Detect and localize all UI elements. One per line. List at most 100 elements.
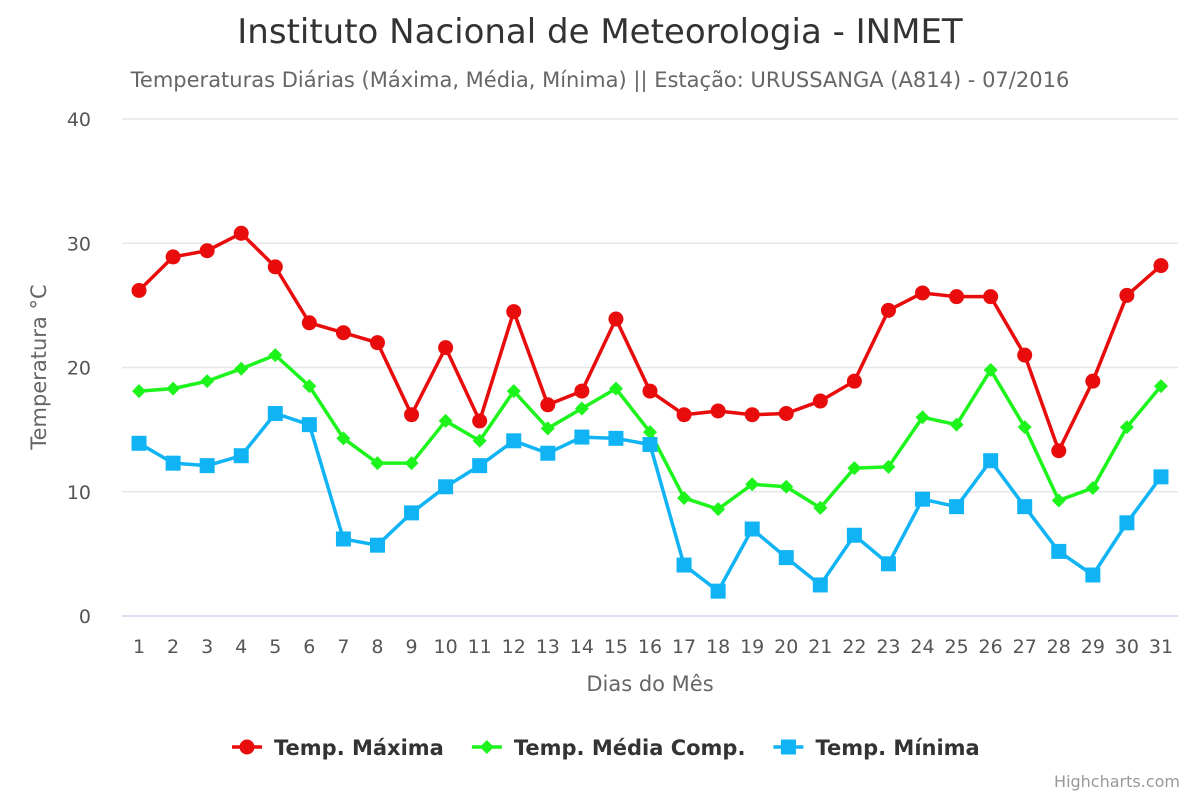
data-point[interactable] (234, 361, 249, 376)
data-point[interactable] (438, 479, 454, 495)
data-point[interactable] (710, 403, 726, 419)
data-point[interactable] (574, 383, 590, 399)
data-point[interactable] (847, 461, 862, 476)
data-point[interactable] (778, 405, 794, 421)
data-point[interactable] (1119, 515, 1135, 531)
data-point[interactable] (1051, 543, 1067, 559)
credits-link[interactable]: Highcharts.com (1054, 772, 1180, 791)
data-point[interactable] (881, 459, 896, 474)
data-point[interactable] (880, 556, 896, 572)
series-3[interactable] (131, 405, 1169, 599)
data-point[interactable] (1119, 420, 1134, 435)
data-point[interactable] (200, 374, 215, 389)
legend-marker[interactable] (239, 739, 255, 755)
data-point[interactable] (1119, 287, 1135, 303)
data-point[interactable] (813, 500, 828, 515)
data-point[interactable] (166, 381, 181, 396)
data-point[interactable] (676, 557, 692, 573)
data-point[interactable] (131, 435, 147, 451)
data-point[interactable] (165, 455, 181, 471)
data-point[interactable] (949, 499, 965, 515)
data-point[interactable] (506, 304, 522, 320)
data-point[interactable] (268, 348, 283, 363)
data-point[interactable] (642, 383, 658, 399)
data-point[interactable] (1085, 567, 1101, 583)
data-point[interactable] (812, 577, 828, 593)
data-point[interactable] (335, 531, 351, 547)
data-point[interactable] (1085, 481, 1100, 496)
data-point[interactable] (711, 502, 726, 517)
data-point[interactable] (404, 456, 419, 471)
data-point[interactable] (778, 550, 794, 566)
data-point[interactable] (846, 373, 862, 389)
data-point[interactable] (369, 537, 385, 553)
data-point[interactable] (608, 430, 624, 446)
data-point[interactable] (745, 477, 760, 492)
data-point[interactable] (779, 479, 794, 494)
data-point[interactable] (370, 456, 385, 471)
data-point[interactable] (438, 413, 453, 428)
data-point[interactable] (369, 335, 385, 351)
data-point[interactable] (132, 384, 147, 399)
data-point[interactable] (915, 285, 931, 301)
data-point[interactable] (1085, 373, 1101, 389)
data-point[interactable] (880, 302, 896, 318)
legend-item-2[interactable]: Temp. Média Comp. (471, 736, 746, 760)
data-point[interactable] (1017, 420, 1032, 435)
data-point[interactable] (1051, 443, 1067, 459)
data-point[interactable] (1153, 258, 1169, 274)
data-point[interactable] (1153, 469, 1169, 485)
series-1[interactable] (131, 225, 1169, 459)
data-point[interactable] (1153, 379, 1168, 394)
data-point[interactable] (336, 431, 351, 446)
data-point[interactable] (199, 243, 215, 259)
data-point[interactable] (1017, 499, 1033, 515)
legend[interactable]: Temp. Máxima Temp. Média Comp. Temp. Mínim… (232, 736, 980, 760)
data-point[interactable] (301, 417, 317, 433)
data-point[interactable] (472, 413, 488, 429)
legend-item-3[interactable]: Temp. Mínima (773, 736, 980, 760)
data-point[interactable] (949, 289, 965, 305)
data-point[interactable] (642, 437, 658, 453)
data-point[interactable] (165, 249, 181, 265)
data-point[interactable] (438, 340, 454, 356)
data-point[interactable] (540, 397, 556, 413)
data-point[interactable] (812, 393, 828, 409)
data-point[interactable] (233, 448, 249, 464)
data-point[interactable] (915, 410, 930, 425)
data-point[interactable] (574, 401, 589, 416)
data-point[interactable] (199, 458, 215, 474)
data-point[interactable] (506, 384, 521, 399)
data-point[interactable] (540, 445, 556, 461)
data-point[interactable] (677, 490, 692, 505)
data-point[interactable] (506, 433, 522, 449)
data-point[interactable] (983, 362, 998, 377)
data-point[interactable] (744, 407, 760, 423)
data-point[interactable] (131, 282, 147, 298)
data-point[interactable] (267, 405, 283, 421)
legend-marker[interactable] (780, 739, 796, 755)
data-point[interactable] (404, 407, 420, 423)
data-point[interactable] (915, 491, 931, 507)
legend-marker[interactable] (479, 740, 494, 754)
data-point[interactable] (676, 407, 692, 423)
data-point[interactable] (472, 458, 488, 474)
data-point[interactable] (608, 311, 624, 327)
data-point[interactable] (744, 521, 760, 537)
series-2[interactable] (132, 348, 1168, 517)
data-point[interactable] (302, 379, 317, 394)
data-point[interactable] (608, 381, 623, 396)
data-point[interactable] (1051, 493, 1066, 508)
data-point[interactable] (846, 527, 862, 543)
data-point[interactable] (301, 315, 317, 331)
data-point[interactable] (949, 417, 964, 432)
data-point[interactable] (983, 289, 999, 305)
data-point[interactable] (643, 425, 657, 440)
data-point[interactable] (267, 259, 283, 275)
data-point[interactable] (233, 225, 249, 241)
data-point[interactable] (335, 325, 351, 341)
data-point[interactable] (1017, 347, 1033, 363)
data-point[interactable] (710, 583, 726, 599)
data-point[interactable] (983, 453, 999, 469)
data-point[interactable] (472, 433, 487, 448)
